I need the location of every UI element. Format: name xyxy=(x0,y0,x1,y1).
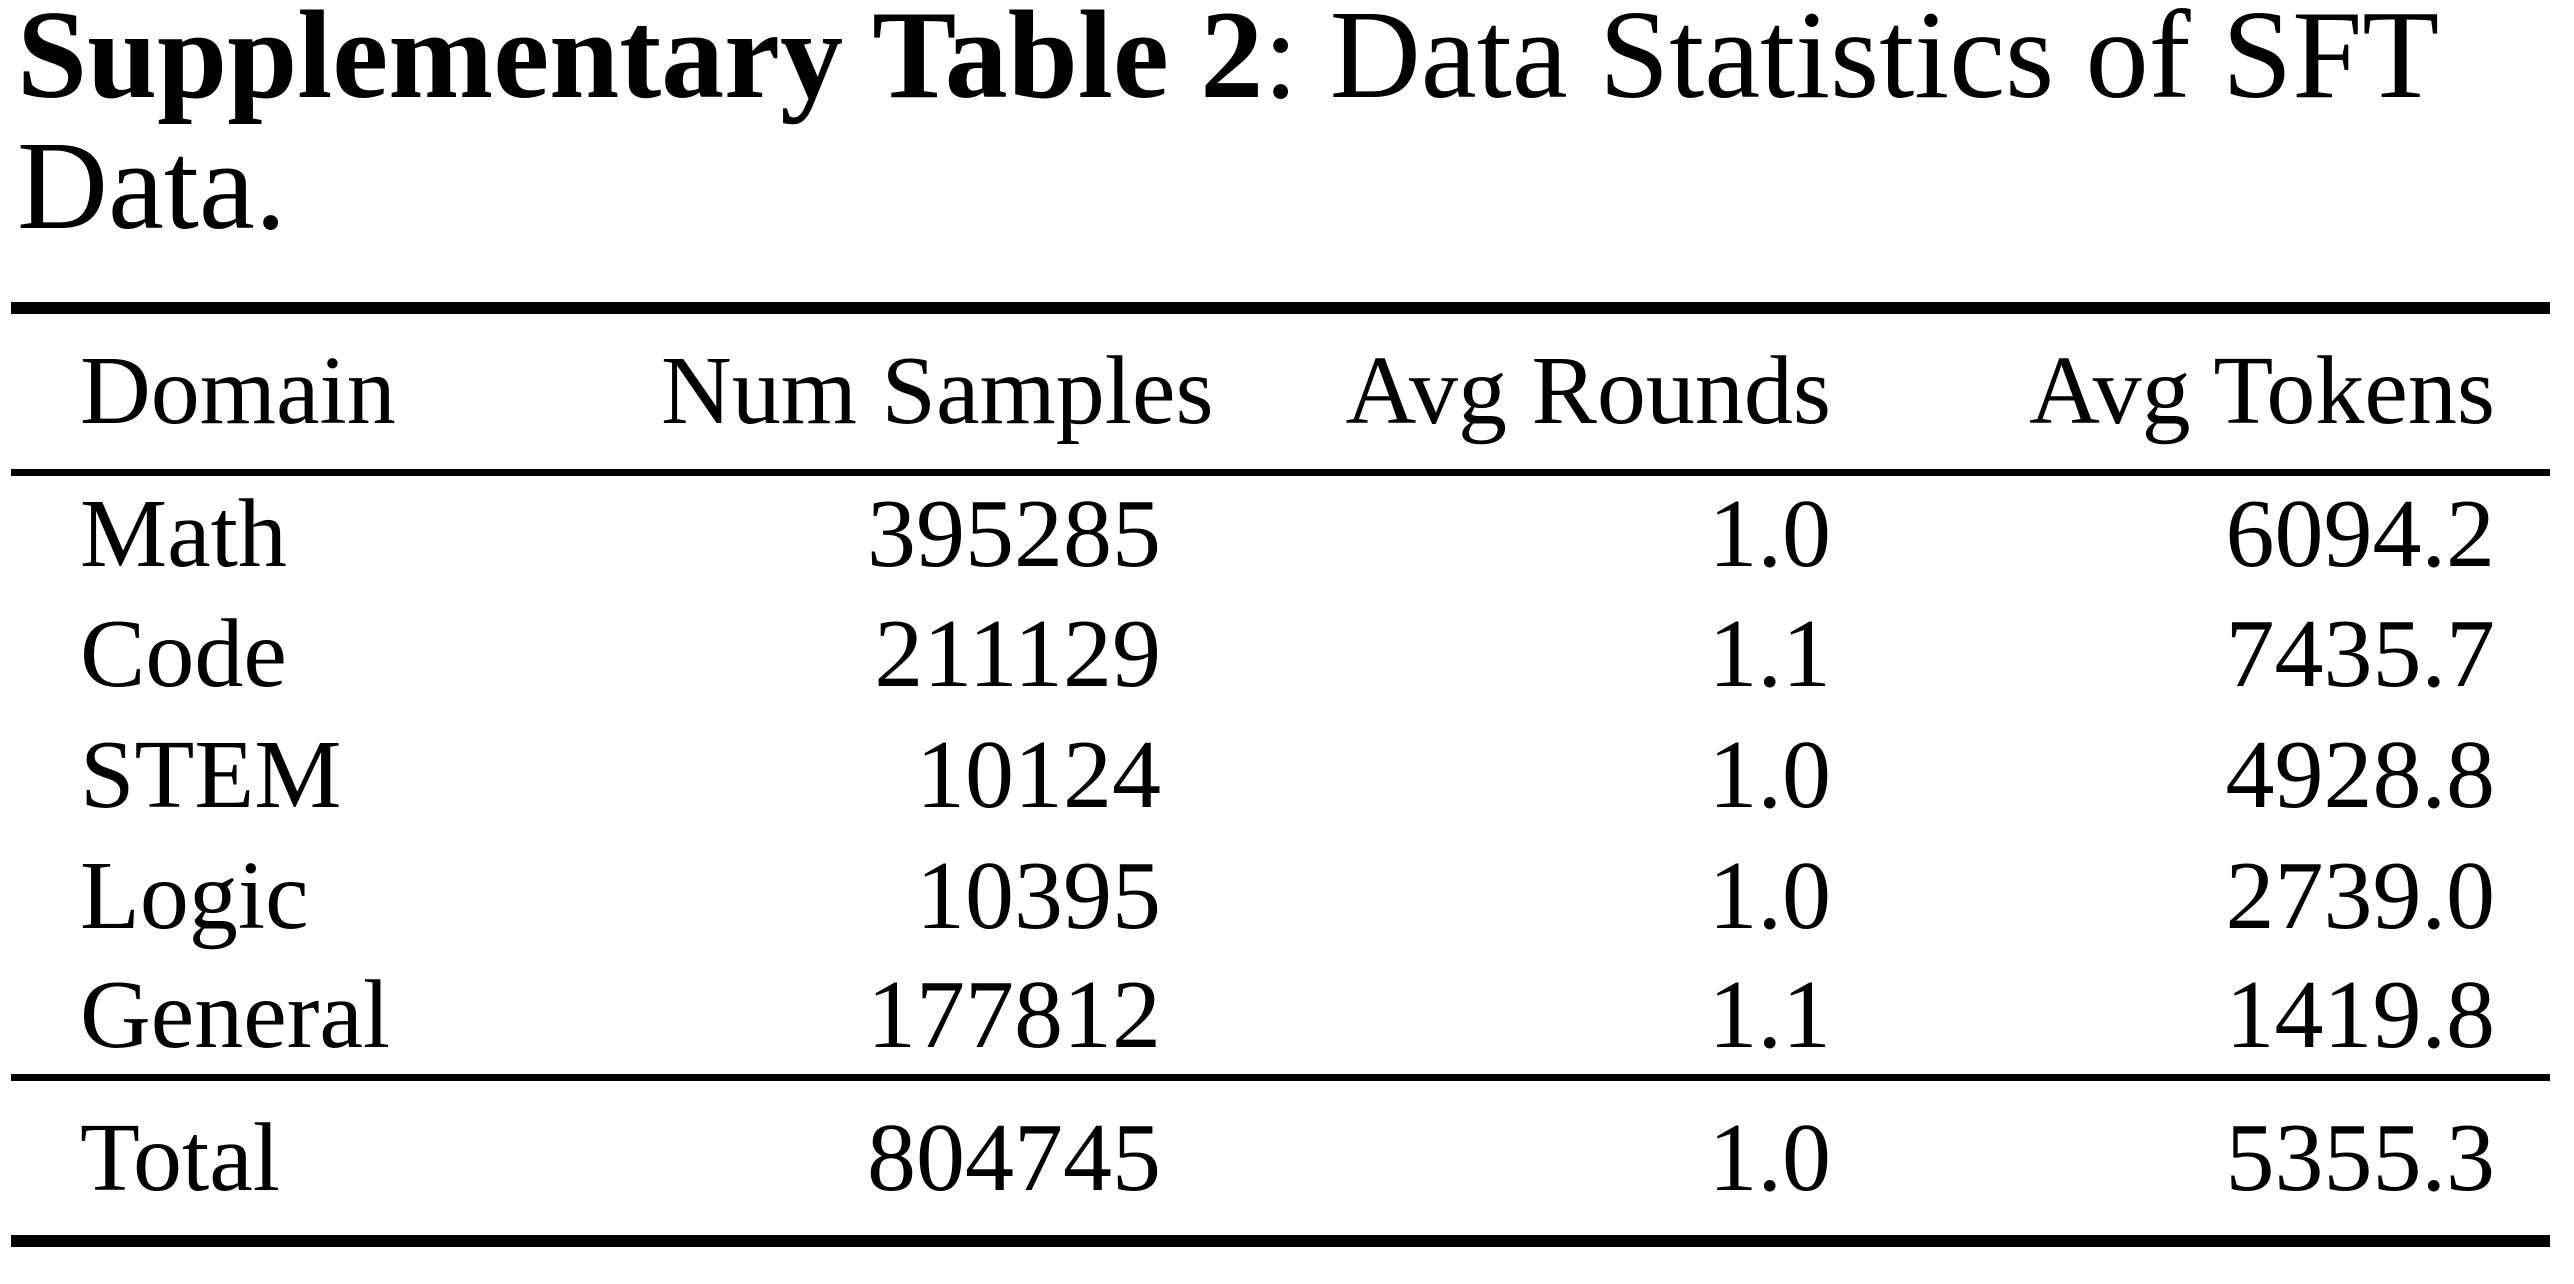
cell-num-samples-total: 804745 xyxy=(867,1103,1161,1212)
table-row-math: Math 395285 1.0 6094.2 xyxy=(11,472,2550,593)
table-footer: Total 804745 1.0 5355.3 xyxy=(11,1077,2550,1241)
table-row-total: Total 804745 1.0 5355.3 xyxy=(11,1077,2550,1241)
cell-avg-tokens-total: 5355.3 xyxy=(2225,1103,2496,1212)
sft-data-statistics-table: Domain Num Samples Avg Rounds Avg Tokens… xyxy=(11,302,2550,1247)
caption-text-line1: : Data Statistics of SFT xyxy=(1263,0,2440,125)
table-row-code: Code 211129 1.1 7435.7 xyxy=(11,593,2550,714)
cell-avg-tokens: 4928.8 xyxy=(2225,720,2496,829)
cell-domain: STEM xyxy=(80,720,342,829)
column-header-domain: Domain xyxy=(80,337,396,446)
cell-avg-tokens: 1419.8 xyxy=(2225,960,2496,1069)
cell-avg-rounds-total: 1.0 xyxy=(1708,1103,1832,1212)
caption-label: Supplementary Table 2 xyxy=(17,0,1264,125)
cell-domain-total: Total xyxy=(80,1103,280,1212)
table-row-general: General 177812 1.1 1419.8 xyxy=(11,956,2550,1077)
cell-num-samples: 10395 xyxy=(916,841,1161,950)
caption-text-line2: Data. xyxy=(17,117,287,256)
table-row-logic: Logic 10395 1.0 2739.0 xyxy=(11,835,2550,956)
cell-domain: Logic xyxy=(80,841,309,950)
cell-num-samples: 10124 xyxy=(916,720,1161,829)
cell-avg-rounds: 1.1 xyxy=(1708,599,1832,708)
cell-avg-rounds: 1.0 xyxy=(1708,480,1832,589)
cell-avg-rounds: 1.1 xyxy=(1708,960,1832,1069)
header-row: Domain Num Samples Avg Rounds Avg Tokens xyxy=(11,308,2550,472)
table-row-stem: STEM 10124 1.0 4928.8 xyxy=(11,714,2550,835)
column-header-num-samples: Num Samples xyxy=(661,337,1214,446)
cell-domain: General xyxy=(80,960,391,1069)
cell-domain: Math xyxy=(80,480,287,589)
cell-avg-rounds: 1.0 xyxy=(1708,720,1832,829)
table-caption: Supplementary Table 2: Data Statistics o… xyxy=(17,0,2565,252)
table-header: Domain Num Samples Avg Rounds Avg Tokens xyxy=(11,308,2550,472)
cell-num-samples: 395285 xyxy=(867,480,1161,589)
cell-num-samples: 211129 xyxy=(874,599,1161,708)
cell-avg-rounds: 1.0 xyxy=(1708,841,1832,950)
table-body: Math 395285 1.0 6094.2 Code 211129 1.1 7… xyxy=(11,472,2550,1077)
cell-avg-tokens: 2739.0 xyxy=(2225,841,2496,950)
cell-num-samples: 177812 xyxy=(867,960,1161,1069)
column-header-avg-rounds: Avg Rounds xyxy=(1345,337,1831,446)
cell-avg-tokens: 6094.2 xyxy=(2225,480,2496,589)
cell-avg-tokens: 7435.7 xyxy=(2225,599,2496,708)
cell-domain: Code xyxy=(80,599,287,708)
column-header-avg-tokens: Avg Tokens xyxy=(2029,337,2495,446)
